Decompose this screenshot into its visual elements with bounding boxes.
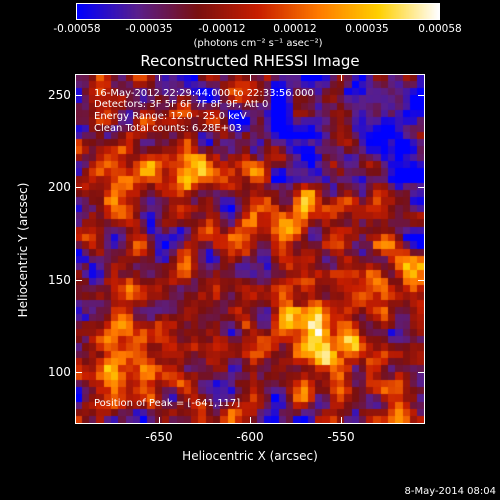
plot-title: Reconstructed RHESSI Image [140,52,360,70]
colorbar-tick-label: 0.00012 [273,23,317,35]
x-major-tick [250,417,251,424]
colorbar [76,3,440,20]
colorbar-tick-label: 0.00058 [418,23,462,35]
x-major-tick [250,74,251,81]
colorbar-units: (photons cm⁻² s⁻¹ asec⁻²) [193,38,323,49]
y-major-tick [418,95,425,96]
colorbar-tick-label: 0.00035 [345,23,389,35]
rhessi-image [75,74,425,424]
x-axis-label: Heliocentric X (arcsec) [182,449,318,463]
x-tick-label: -550 [327,430,355,444]
y-axis-label: Heliocentric Y (arcsec) [16,182,30,318]
colorbar-tick-label: -0.00012 [198,23,246,35]
y-tick-label: 100 [48,365,71,379]
y-tick-label: 150 [48,273,71,287]
time-range-text: 16-May-2012 22:29:44.000 to 22:33:56.000 [94,88,314,99]
y-major-tick [418,372,425,373]
energy-range-text: Energy Range: 12.0 - 25.0 keV [94,111,247,122]
y-major-tick [75,280,82,281]
y-major-tick [75,372,82,373]
x-tick-label: -600 [236,430,264,444]
colorbar-tick-label: -0.00058 [53,23,101,35]
y-major-tick [418,280,425,281]
generation-timestamp: 8-May-2014 08:04 [404,486,496,497]
x-major-tick [159,417,160,424]
y-major-tick [75,95,82,96]
y-tick-label: 200 [48,180,71,194]
y-major-tick [75,187,82,188]
detectors-text: Detectors: 3F 5F 6F 7F 8F 9F, Att 0 [94,99,269,110]
x-major-tick [159,74,160,81]
x-tick-label: -650 [145,430,173,444]
x-major-tick [341,417,342,424]
x-major-tick [341,74,342,81]
colorbar-tick-label: -0.00035 [125,23,173,35]
clean-counts-text: Clean Total counts: 6.28E+03 [94,123,242,134]
y-tick-label: 250 [48,88,71,102]
peak-position-text: Position of Peak = [-641,117] [94,398,241,409]
y-major-tick [418,187,425,188]
